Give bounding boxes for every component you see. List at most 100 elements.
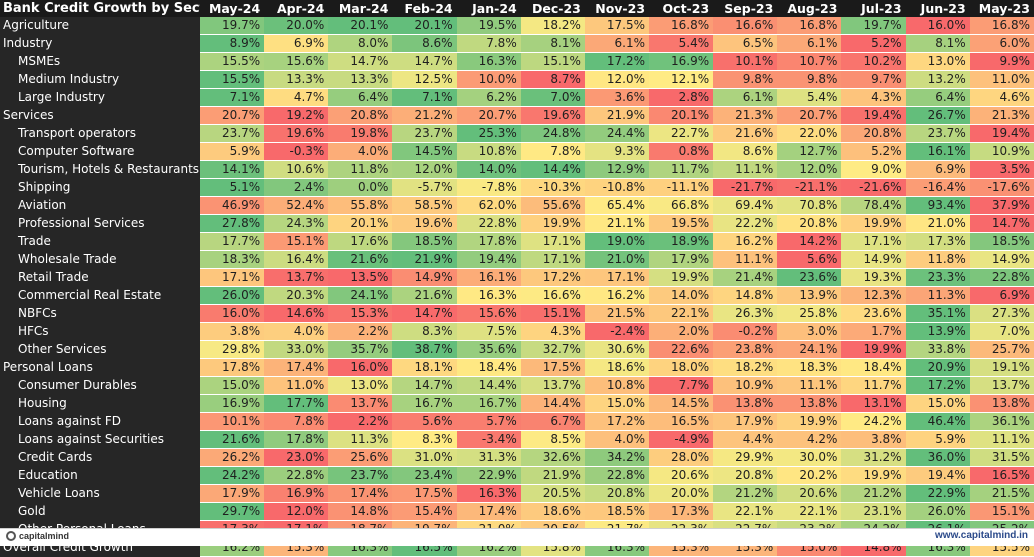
growth-cell: 23.6% [841, 304, 906, 323]
growth-cell: 24.8% [520, 124, 585, 143]
growth-cell: 17.5% [520, 358, 585, 377]
growth-cell: 24.4% [584, 124, 650, 143]
growth-cell: 17.2% [520, 268, 585, 287]
growth-cell: 23.4% [392, 466, 457, 485]
growth-cell: -21.6% [841, 178, 906, 197]
row-label: Vehicle Loans [0, 484, 201, 503]
growth-cell: 14.4% [520, 160, 585, 179]
growth-cell: 21.3% [969, 106, 1034, 125]
growth-cell: 23.1% [841, 502, 906, 521]
growth-cell: 19.4% [841, 106, 906, 125]
growth-cell: 16.9% [200, 394, 265, 413]
growth-cell: 12.0% [392, 160, 457, 179]
growth-cell: 7.1% [200, 88, 265, 107]
growth-cell: 23.3% [905, 268, 970, 287]
growth-cell: 13.3% [264, 70, 329, 89]
growth-cell: 20.1% [328, 214, 393, 233]
growth-cell: 17.6% [328, 232, 393, 251]
growth-cell: 14.2% [777, 232, 842, 251]
growth-cell: 3.8% [841, 430, 906, 449]
growth-cell: 27.8% [200, 214, 265, 233]
growth-cell: -10.8% [584, 178, 650, 197]
growth-cell: -17.6% [969, 178, 1034, 197]
growth-cell: 7.0% [969, 322, 1034, 341]
growth-cell: 20.7% [200, 106, 265, 125]
growth-cell: 19.7% [841, 17, 906, 35]
growth-cell: 16.6% [520, 286, 585, 305]
growth-cell: 32.7% [520, 340, 585, 359]
growth-cell: 14.5% [392, 142, 457, 161]
growth-cell: 10.0% [456, 70, 521, 89]
growth-cell: 20.6% [649, 466, 714, 485]
growth-cell: 6.4% [905, 88, 970, 107]
column-header: Oct-23 [649, 0, 714, 17]
growth-cell: 9.9% [969, 52, 1034, 71]
growth-cell: 8.6% [392, 34, 457, 53]
growth-cell: 2.0% [649, 322, 714, 341]
growth-cell: 9.8% [777, 70, 842, 89]
growth-cell: 26.0% [905, 502, 970, 521]
growth-cell: 21.1% [584, 214, 650, 233]
growth-cell: -5.7% [392, 178, 457, 197]
growth-cell: 19.4% [905, 466, 970, 485]
growth-cell: 13.8% [713, 394, 778, 413]
growth-cell: 21.5% [969, 484, 1034, 503]
growth-cell: 21.5% [584, 304, 650, 323]
growth-cell: 23.6% [777, 268, 842, 287]
growth-cell: 17.8% [200, 358, 265, 377]
growth-cell: 14.7% [392, 52, 457, 71]
growth-cell: 19.9% [777, 412, 842, 431]
growth-cell: 13.3% [328, 70, 393, 89]
growth-cell: 11.1% [713, 250, 778, 269]
growth-cell: 15.6% [456, 304, 521, 323]
growth-cell: 19.7% [200, 17, 265, 35]
growth-cell: 13.7% [520, 376, 585, 395]
growth-cell: 16.9% [649, 52, 714, 71]
table-row: HFCs 3.8% 4.0% 2.2% 8.3% 7.5% 4.3% -2.4% 2.0% -0.… [0, 322, 1034, 341]
growth-cell: 24.1% [328, 286, 393, 305]
growth-cell: 13.0% [905, 52, 970, 71]
growth-cell: 13.7% [328, 394, 393, 413]
growth-cell: 20.0% [264, 17, 329, 35]
growth-cell: 15.5% [200, 52, 265, 71]
column-header: Jan-24 [456, 0, 521, 17]
growth-cell: 15.1% [520, 52, 585, 71]
growth-cell: 20.6% [777, 484, 842, 503]
growth-cell: 18.2% [713, 358, 778, 377]
growth-cell: 21.3% [713, 106, 778, 125]
growth-cell: 22.7% [649, 124, 714, 143]
growth-cell: 15.3% [328, 304, 393, 323]
growth-cell: -0.2% [713, 322, 778, 341]
growth-cell: 17.2% [584, 412, 650, 431]
table-row: Vehicle Loans 17.9% 16.9% 17.4% 17.5% 16.3% 20… [0, 484, 1034, 503]
growth-cell: 22.8% [584, 466, 650, 485]
row-label: Personal Loans [0, 358, 201, 377]
row-label: Retail Trade [0, 268, 201, 287]
row-label: Agriculture [0, 17, 201, 35]
growth-cell: 21.6% [713, 124, 778, 143]
growth-cell: 32.6% [520, 448, 585, 467]
growth-cell: 11.8% [905, 250, 970, 269]
growth-cell: -2.4% [584, 322, 650, 341]
growth-cell: 8.1% [520, 34, 585, 53]
table-row: Transport operators 23.7% 19.6% 19.8% 23.7% 2… [0, 124, 1034, 143]
growth-cell: 15.5% [200, 70, 265, 89]
growth-cell: 17.4% [328, 484, 393, 503]
growth-cell: 12.0% [264, 502, 329, 521]
growth-cell: 31.5% [969, 448, 1034, 467]
website-link[interactable]: www.capitalmind.in [935, 530, 1028, 541]
growth-cell: 20.8% [328, 106, 393, 125]
growth-cell: 17.2% [584, 52, 650, 71]
growth-cell: 13.8% [777, 394, 842, 413]
table-row: Personal Loans 17.8% 17.4% 16.0% 18.1% 18.4% 1… [0, 358, 1034, 377]
growth-cell: 8.3% [392, 430, 457, 449]
growth-cell: 11.1% [777, 376, 842, 395]
growth-cell: 16.2% [713, 232, 778, 251]
growth-cell: 7.0% [520, 88, 585, 107]
growth-cell: 16.8% [969, 17, 1034, 35]
growth-cell: 14.9% [841, 250, 906, 269]
row-label: Loans against Securities [0, 430, 201, 449]
growth-cell: 4.2% [777, 430, 842, 449]
growth-cell: 10.8% [456, 142, 521, 161]
table-row: Consumer Durables 15.0% 11.0% 13.0% 14.7% 14.… [0, 376, 1034, 395]
